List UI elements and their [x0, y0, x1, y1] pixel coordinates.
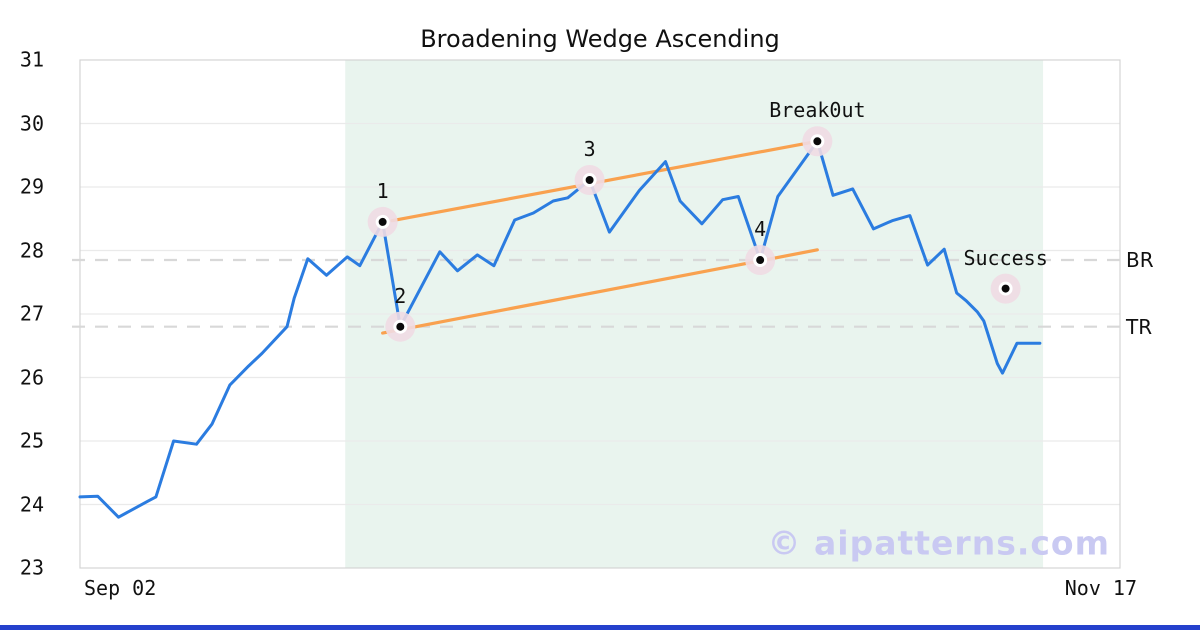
y-tick-label: 24 [19, 492, 44, 517]
plot-frame [79, 59, 1121, 569]
annotation-dot-1 [375, 214, 390, 229]
annotation-label-2: 2 [394, 283, 407, 308]
level-label-br: BR [1126, 248, 1154, 273]
annotation-dot-break0ut [810, 134, 825, 149]
annotation-dot-success [998, 281, 1013, 296]
annotation-dot-4 [753, 253, 768, 268]
y-tick-label: 26 [19, 365, 44, 390]
y-tick-label: 30 [19, 111, 44, 136]
watermark: © aipatterns.com [767, 523, 1110, 563]
y-tick-label: 28 [19, 238, 44, 263]
annotation-label-success: Success [963, 245, 1048, 270]
y-tick-label: 25 [19, 428, 44, 453]
annotation-label-4: 4 [754, 217, 767, 242]
y-tick-label: 27 [19, 301, 44, 326]
x-axis-end-label: Nov 17 [1064, 576, 1137, 600]
annotation-label-3: 3 [583, 137, 596, 161]
level-label-tr: TR [1126, 314, 1153, 339]
upper-trendline [390, 139, 819, 223]
y-tick-label: 23 [19, 555, 44, 580]
y-tick-label: 29 [19, 174, 44, 199]
annotation-dot-2 [393, 319, 408, 334]
x-axis-start-label: Sep 02 [84, 576, 157, 600]
annotation-label-break0ut: Break0ut [769, 98, 866, 123]
annotation-dot-3 [582, 173, 597, 188]
accent-bar [0, 625, 1200, 630]
lower-trendline [381, 248, 819, 335]
y-tick-label: 31 [19, 47, 44, 72]
annotation-label-1: 1 [376, 178, 389, 203]
price-line [78, 139, 1042, 519]
chart-title: Broadening Wedge Ascending [420, 25, 780, 53]
